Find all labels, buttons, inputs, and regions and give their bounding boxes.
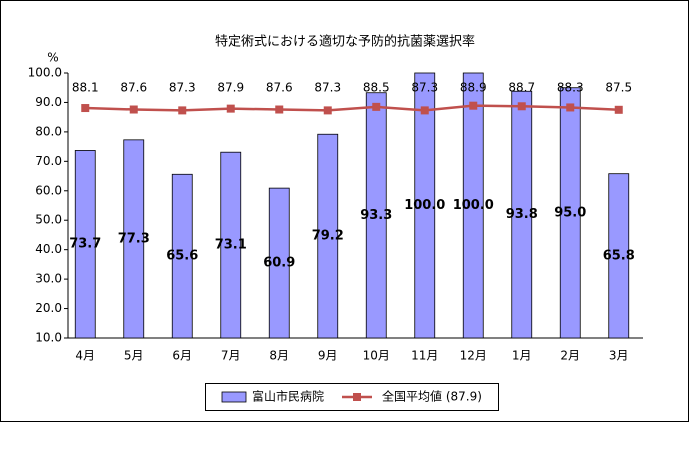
y-tick-label: 60.0 [35,183,62,197]
bar [220,151,242,339]
y-tick-label: 100.0 [28,66,62,80]
bar [462,72,484,339]
bar-value-label: 100.0 [453,198,494,213]
bar [74,150,96,339]
line-marker [275,105,284,114]
bar [365,92,387,339]
legend-label: 富山市民病院 [252,389,324,404]
x-tick-label: 1月 [512,349,532,363]
bar-value-label: 60.9 [263,256,295,271]
x-tick-label: 11月 [411,349,438,363]
bar-value-label: 65.8 [603,248,635,263]
line-marker [323,106,332,115]
x-tick-label: 6月 [172,349,192,363]
bar [123,139,145,339]
line-marker [178,106,187,115]
line-marker [226,104,235,113]
bar-value-label: 65.6 [166,249,198,264]
y-tick-label: 80.0 [35,124,62,138]
line-marker [469,101,478,110]
bar [511,90,533,339]
line-value-label: 87.3 [169,81,196,95]
chart-title: 特定術式における適切な予防的抗菌薬選択率 [215,34,475,50]
x-tick-label: 7月 [221,349,241,363]
line-value-label: 87.3 [314,81,341,95]
line-marker [81,104,90,113]
line-value-label: 88.7 [508,81,535,95]
line-marker [614,105,623,114]
bar [559,87,581,339]
x-tick-label: 3月 [609,349,629,363]
line-value-label: 88.5 [363,81,390,95]
x-tick-label: 12月 [460,349,487,363]
bar [268,187,290,339]
line [85,104,619,112]
x-tick-label: 8月 [269,349,289,363]
line-value-label: 87.3 [411,81,438,95]
y-tick-label: 30.0 [35,272,62,286]
line-value-label: 88.3 [557,81,584,95]
y-tick-label: 20.0 [35,301,62,315]
y-tick-label: 10.0 [35,331,62,345]
bar-value-label: 79.2 [312,229,344,244]
line-value-label: 87.5 [605,81,632,95]
bar [414,72,436,339]
bar [171,173,193,339]
line-value-label: 87.9 [217,81,244,95]
bar-value-label: 73.1 [215,238,247,253]
y-unit: % [47,51,58,65]
line-marker [420,106,429,115]
bar [608,173,630,339]
line-value-label: 87.6 [266,81,293,95]
bar-value-label: 77.3 [118,231,150,246]
bar-value-label: 73.7 [69,237,101,252]
bar-value-label: 93.8 [506,207,538,222]
legend-swatch [221,391,247,403]
line-marker [372,102,381,111]
y-tick-label: 90.0 [35,95,62,109]
y-tick-label: 70.0 [35,154,62,168]
bar-value-label: 100.0 [404,198,445,213]
y-tick-label: 50.0 [35,213,62,227]
line-value-label: 88.1 [72,81,99,95]
line-marker [517,102,526,111]
x-tick-label: 2月 [560,349,580,363]
line-marker [566,103,575,112]
y-tick-label: 40.0 [35,242,62,256]
bar [317,133,339,339]
legend-label: 全国平均値 (87.9) [382,389,482,404]
x-tick-label: 5月 [124,349,144,363]
line-value-label: 87.6 [120,81,147,95]
bar-value-label: 95.0 [554,205,586,220]
line-value-label: 88.9 [460,81,487,95]
legend-marker [353,393,361,401]
line-marker [129,105,138,114]
x-tick-label: 4月 [75,349,95,363]
bar-value-label: 93.3 [360,208,392,223]
x-tick-label: 10月 [363,349,390,363]
x-tick-label: 9月 [318,349,338,363]
